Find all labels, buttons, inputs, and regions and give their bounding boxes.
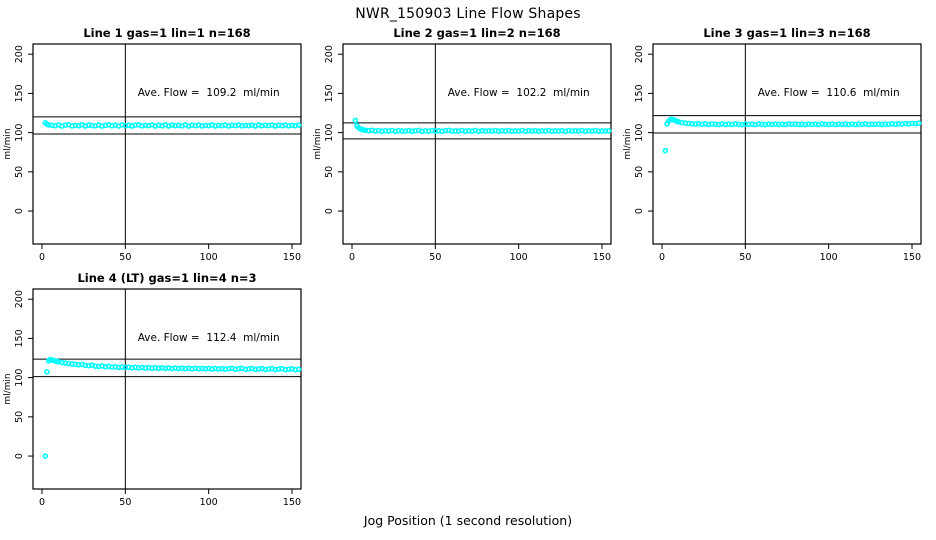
y-tick-label: 50 xyxy=(14,411,25,423)
x-tick-label: 0 xyxy=(39,497,45,508)
plot-box xyxy=(32,43,302,245)
y-axis-label: ml/min xyxy=(623,128,633,159)
y-tick-label: 0 xyxy=(324,208,335,214)
x-tick-label: 0 xyxy=(659,252,665,263)
x-tick-label: 100 xyxy=(200,252,218,263)
x-tick-label: 50 xyxy=(119,497,131,508)
panel-line4-plot: Line 4 (LT) gas=1 lin=4 n=3 0 50 100 150 200 0… xyxy=(3,271,302,508)
x-tick-label: 100 xyxy=(510,252,528,263)
x-axis-label: Jog Position (1 second resolution) xyxy=(363,513,573,528)
y-tick-label: 0 xyxy=(634,208,645,214)
panel-title: Line 1 gas=1 lin=1 n=168 xyxy=(83,26,250,40)
ave-flow-annotation: Ave. Flow = 112.4 ml/min xyxy=(138,332,280,344)
y-tick-label: 100 xyxy=(634,124,645,142)
y-tick-label: 200 xyxy=(634,45,645,63)
panel-title: Line 4 (LT) gas=1 lin=4 n=3 xyxy=(77,271,256,285)
y-tick-label: 200 xyxy=(14,45,25,63)
y-tick-label: 200 xyxy=(14,290,25,308)
plot-box xyxy=(32,288,302,490)
data-point xyxy=(662,147,669,154)
x-tick-label: 150 xyxy=(283,252,301,263)
data-point xyxy=(42,453,49,459)
data-point xyxy=(915,120,922,127)
y-axis-label: ml/min xyxy=(313,128,323,159)
y-tick-label: 50 xyxy=(14,166,25,178)
x-tick-label: 0 xyxy=(349,252,355,263)
main-title: NWR_150903 Line Flow Shapes xyxy=(355,6,581,22)
x-tick-label: 50 xyxy=(429,252,441,263)
data-point xyxy=(295,366,302,373)
plot-box xyxy=(342,43,612,245)
ave-flow-annotation: Ave. Flow = 109.2 ml/min xyxy=(138,87,280,99)
y-tick-label: 150 xyxy=(634,84,645,102)
x-tick-label: 150 xyxy=(903,252,921,263)
x-tick-label: 100 xyxy=(200,497,218,508)
y-tick-label: 100 xyxy=(14,369,25,387)
x-tick-label: 50 xyxy=(739,252,751,263)
panel-title: Line 2 gas=1 lin=2 n=168 xyxy=(393,26,560,40)
plot-box xyxy=(652,43,922,245)
y-axis-label: ml/min xyxy=(3,128,13,159)
x-tick-label: 100 xyxy=(820,252,838,263)
y-tick-label: 100 xyxy=(14,124,25,142)
panel-title: Line 3 gas=1 lin=3 n=168 xyxy=(703,26,870,40)
y-tick-label: 50 xyxy=(634,166,645,178)
y-tick-label: 200 xyxy=(324,45,335,63)
data-point xyxy=(44,368,50,375)
y-tick-label: 0 xyxy=(14,453,25,459)
data-point xyxy=(295,122,302,128)
data-point xyxy=(605,127,612,134)
y-tick-label: 50 xyxy=(324,166,335,178)
y-tick-label: 150 xyxy=(14,329,25,347)
y-tick-label: 100 xyxy=(324,124,335,142)
data-point xyxy=(352,117,359,124)
panel-line2-plot: Line 2 gas=1 lin=2 n=168 0 50 100 150 200 0 50 1… xyxy=(313,26,612,263)
ave-flow-annotation: Ave. Flow = 110.6 ml/min xyxy=(758,87,900,99)
y-axis-label: ml/min xyxy=(3,373,13,404)
y-tick-label: 0 xyxy=(14,208,25,214)
x-tick-label: 150 xyxy=(593,252,611,263)
panel-line1-plot: Line 1 gas=1 lin=1 n=168 0 50 100 150 200 0 50 1… xyxy=(3,26,302,263)
y-tick-label: 150 xyxy=(14,84,25,102)
x-tick-label: 50 xyxy=(119,252,131,263)
panel-line3-plot: Line 3 gas=1 lin=3 n=168 0 50 100 150 200 0 50 1… xyxy=(623,26,922,263)
ave-flow-annotation: Ave. Flow = 102.2 ml/min xyxy=(448,87,590,99)
x-tick-label: 150 xyxy=(283,497,301,508)
y-tick-label: 150 xyxy=(324,84,335,102)
x-tick-label: 0 xyxy=(39,252,45,263)
